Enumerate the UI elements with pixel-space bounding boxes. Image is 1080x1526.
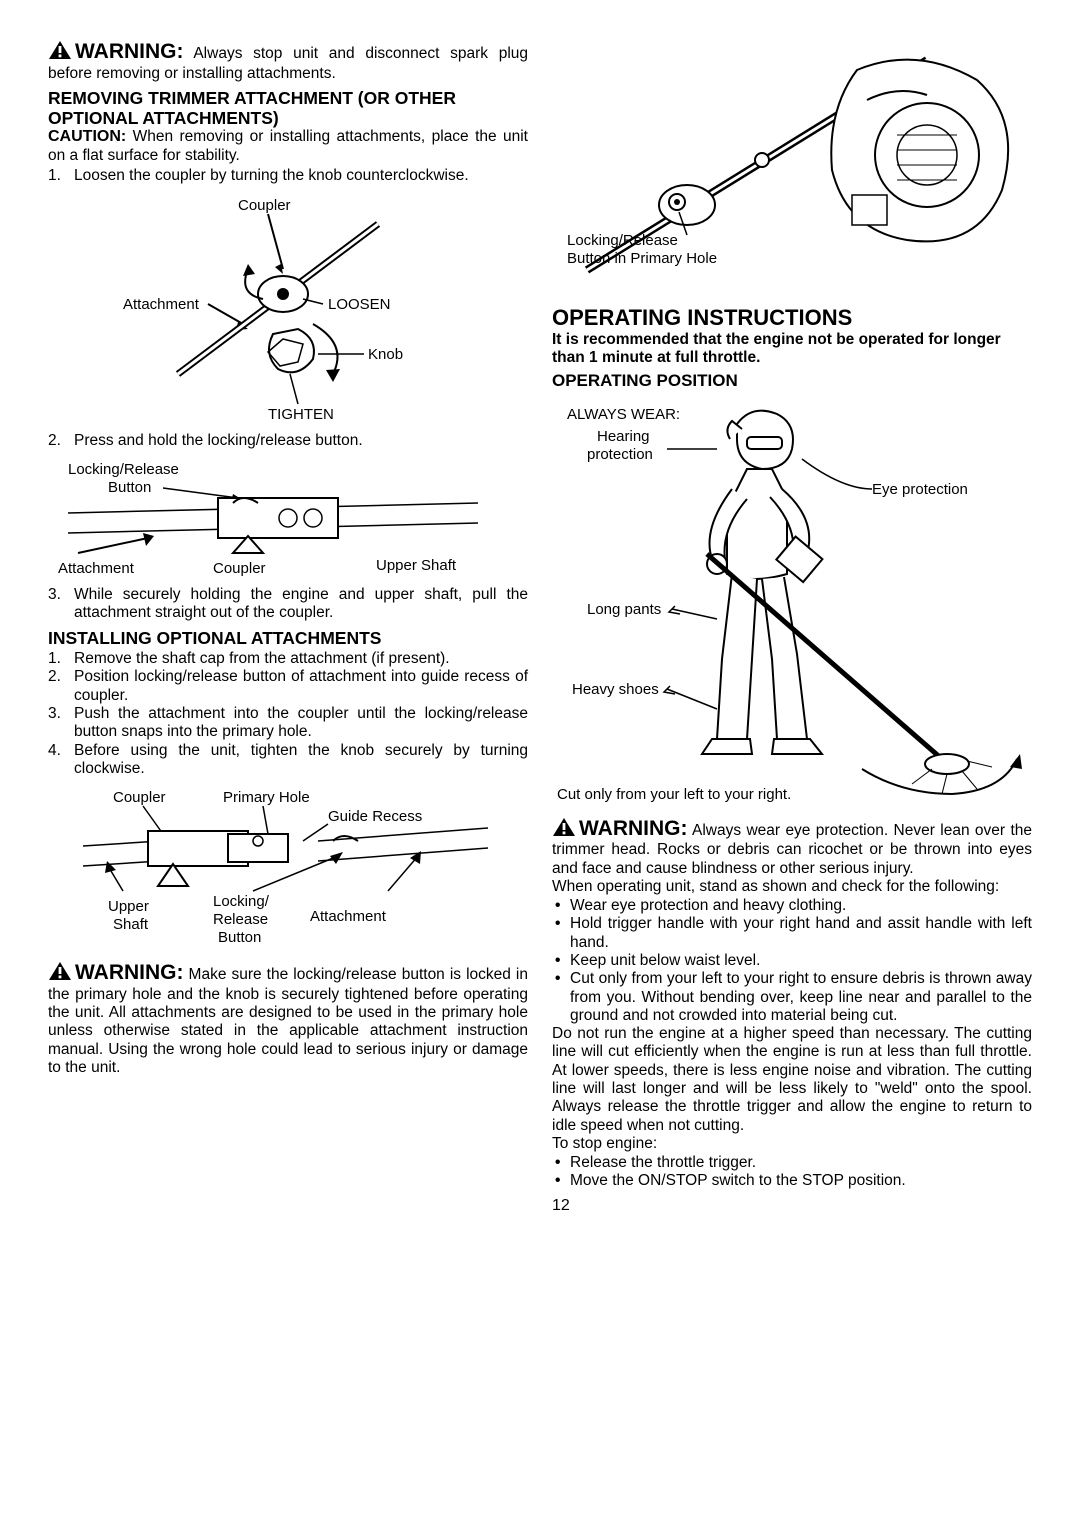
d3-primary: Primary Hole [223, 789, 310, 806]
d5-hearing: Hearing [597, 428, 650, 445]
d5-pants: Long pants [587, 601, 661, 618]
d5-eye: Eye protection [872, 481, 968, 498]
right-column: Locking/Release Button in Primary Hole O… [552, 40, 1032, 1215]
left-column: WARNING: Always stop unit and disconnect… [48, 40, 528, 1215]
warning-icon [552, 817, 576, 837]
warning-icon [48, 40, 72, 60]
d2-attachment: Attachment [58, 560, 135, 577]
installing-step-4: Before using the unit, tighten the knob … [48, 742, 528, 779]
d3-upper1: Upper [108, 898, 149, 915]
when-operating-text: When operating unit, stand as shown and … [552, 878, 1032, 896]
d5-always: ALWAYS WEAR: [567, 406, 680, 423]
warning-2-label: WARNING: [75, 961, 184, 984]
installing-heading: INSTALLING OPTIONAL ATTACHMENTS [48, 629, 528, 649]
operating-instructions-heading: OPERATING INSTRUCTIONS [552, 305, 1032, 331]
d1-tighten-label: TIGHTEN [268, 406, 334, 423]
d4-bp: Button in Primary Hole [567, 250, 717, 267]
d1-knob-label: Knob [368, 346, 403, 363]
d1-attachment-label: Attachment [123, 296, 200, 313]
warning-1-block: WARNING: Always stop unit and disconnect… [48, 40, 528, 83]
d1-loosen-label: LOOSEN [328, 296, 391, 313]
recommended-text: It is recommended that the engine not be… [552, 331, 1032, 368]
op-b1: Wear eye protection and heavy clothing. [552, 897, 1032, 915]
stop-b1: Release the throttle trigger. [552, 1154, 1032, 1172]
caution-block: CAUTION: When removing or installing att… [48, 128, 528, 165]
diagram-primary-hole: Coupler Primary Hole Guide Recess [48, 786, 528, 951]
d3-locking: Locking/ [213, 893, 270, 910]
warning-3-block: WARNING: Always wear eye protection. Nev… [552, 817, 1032, 878]
d5-protection: protection [587, 446, 653, 463]
warning-1-label: WARNING: [75, 40, 184, 63]
do-not-run-text: Do not run the engine at a higher speed … [552, 1025, 1032, 1135]
operating-bullets: Wear eye protection and heavy clothing. … [552, 897, 1032, 1025]
diagram-locking-release: Locking/Release Button Attachment Couple… [58, 458, 528, 578]
stop-bullets: Release the throttle trigger. Move the O… [552, 1154, 1032, 1191]
removing-step-3: While securely holding the engine and up… [48, 586, 528, 623]
d4-lr: Locking/Release [567, 232, 678, 249]
d3-guide: Guide Recess [328, 808, 422, 825]
removing-heading: REMOVING TRIMMER ATTACHMENT (OR OTHER OP… [48, 89, 528, 128]
removing-step-1: Loosen the coupler by turning the knob c… [48, 167, 528, 185]
removing-step-3-list: While securely holding the engine and up… [48, 586, 528, 623]
d2-coupler: Coupler [213, 560, 266, 577]
d5-shoes: Heavy shoes [572, 681, 659, 698]
caution-label: CAUTION: [48, 128, 126, 145]
d2-btn-label: Button [108, 479, 151, 496]
diagram-engine-coupler: Locking/Release Button in Primary Hole [552, 40, 1032, 295]
d3-release: Release [213, 911, 268, 928]
to-stop-text: To stop engine: [552, 1135, 1032, 1153]
warning-2-block: WARNING: Make sure the locking/release b… [48, 961, 528, 1077]
installing-step-1: Remove the shaft cap from the attachment… [48, 650, 528, 668]
installing-step-2: Position locking/release button of attac… [48, 668, 528, 705]
warning-3-label: WARNING: [579, 817, 688, 840]
op-b3: Keep unit below waist level. [552, 952, 1032, 970]
diagram-person: ALWAYS WEAR: Hearing protection Eye prot… [552, 399, 1032, 809]
page-number: 12 [552, 1197, 1032, 1215]
d3-upper2: Shaft [113, 916, 149, 933]
operating-position-heading: OPERATING POSITION [552, 371, 1032, 391]
removing-step-2: Press and hold the locking/release butto… [48, 432, 528, 450]
op-b2: Hold trigger handle with your right hand… [552, 915, 1032, 952]
d3-attachment: Attachment [310, 908, 387, 925]
d1-coupler-label: Coupler [238, 197, 291, 214]
diagram-coupler-knob: Coupler Attachment LOO [48, 194, 528, 424]
installing-steps: Remove the shaft cap from the attachment… [48, 650, 528, 778]
d3-coupler: Coupler [113, 789, 166, 806]
installing-step-3: Push the attachment into the coupler unt… [48, 705, 528, 742]
d2-lr-label: Locking/Release [68, 461, 179, 478]
warning-icon [48, 961, 72, 981]
removing-step-2-list: Press and hold the locking/release butto… [48, 432, 528, 450]
d2-upper-shaft: Upper Shaft [376, 557, 457, 574]
d5-cut-only: Cut only from your left to your right. [557, 786, 791, 803]
stop-b2: Move the ON/STOP switch to the STOP posi… [552, 1172, 1032, 1190]
removing-step-1-list: Loosen the coupler by turning the knob c… [48, 167, 528, 185]
d3-button: Button [218, 929, 261, 946]
op-b4: Cut only from your left to your right to… [552, 970, 1032, 1025]
